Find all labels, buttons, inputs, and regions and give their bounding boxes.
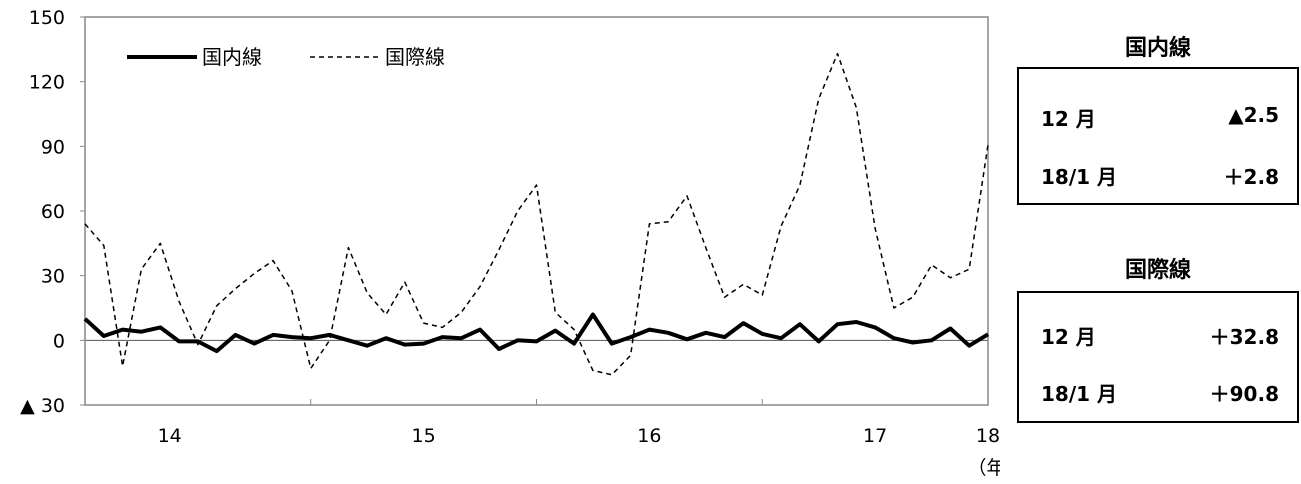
y-tick-label: 120	[29, 72, 65, 94]
panel-row: 18/1 月 ＋2.8	[1019, 161, 1297, 191]
row-label: 12 月	[1041, 325, 1096, 349]
y-tick-label: 30	[41, 266, 65, 288]
panel-international: 12 月 ＋32.8 18/1 月 ＋90.8	[1017, 291, 1299, 423]
series-group	[83, 52, 990, 376]
x-tick-label: 17	[863, 425, 887, 447]
y-tick-label: ▲ 30	[20, 395, 65, 417]
y-tick-label: 60	[41, 201, 65, 223]
x-axis: 14 15 16 17 18 （年）	[158, 399, 1000, 479]
panel-title-domestic: 国内線	[1124, 36, 1191, 61]
legend: 国内線 国際線	[127, 45, 445, 69]
panel-row: 18/1 月 ＋90.8	[1019, 378, 1297, 408]
line-chart: 150 120 90 60 30 0 ▲ 30 14 15 16 17 18 （年） 国内線 国際線	[20, 7, 1000, 479]
y-tick-label: 90	[41, 136, 65, 158]
panel-row: 12 月 ＋32.8	[1019, 321, 1297, 351]
y-axis: 150 120 90 60 30 0 ▲ 30	[20, 7, 988, 417]
row-label: 18/1 月	[1041, 382, 1118, 406]
panel-row: 12 月 ▲2.5	[1019, 103, 1297, 133]
legend-label-international: 国際線	[385, 45, 445, 69]
y-tick-label: 150	[29, 7, 65, 29]
panel-title-international: 国際線	[1124, 258, 1191, 283]
row-value: ＋2.8	[1223, 165, 1279, 189]
row-value: ＋32.8	[1209, 325, 1279, 349]
x-tick-label: 15	[412, 425, 436, 447]
x-tick-label: 18	[976, 425, 1000, 447]
row-value: ▲2.5	[1228, 103, 1279, 127]
y-tick-label: 0	[53, 330, 65, 352]
x-axis-unit-label: （年）	[967, 457, 1000, 479]
row-value: ＋90.8	[1209, 382, 1279, 406]
row-label: 18/1 月	[1041, 165, 1118, 189]
series-line-domestic	[83, 312, 990, 354]
series-line-international	[84, 52, 989, 376]
panel-domestic: 12 月 ▲2.5 18/1 月 ＋2.8	[1017, 67, 1299, 205]
legend-label-domestic: 国内線	[202, 45, 262, 69]
x-tick-label: 14	[158, 425, 182, 447]
x-tick-label: 16	[637, 425, 661, 447]
row-label: 12 月	[1041, 107, 1096, 131]
plot-area-frame	[84, 16, 989, 406]
